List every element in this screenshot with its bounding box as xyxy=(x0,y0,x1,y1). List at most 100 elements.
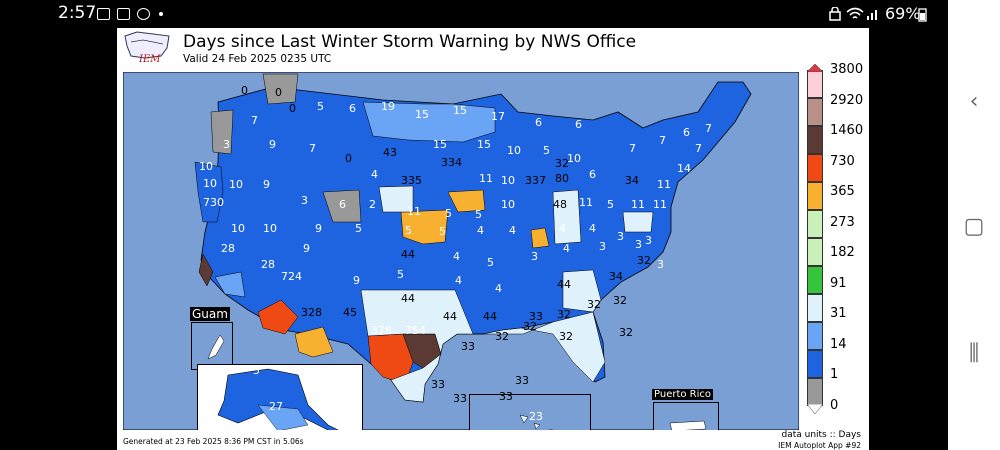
wifi-icon xyxy=(846,7,864,19)
office-value-label: 6 xyxy=(535,116,542,129)
gallery-notification-icon xyxy=(97,8,110,20)
region-730 xyxy=(198,253,214,287)
region-328 xyxy=(294,326,334,358)
colorbar-tick-label: 1 xyxy=(830,367,839,383)
colorbar-tick-label: 730 xyxy=(830,153,855,169)
colorbar-segment xyxy=(807,350,823,378)
colorbar-segment xyxy=(807,266,823,294)
office-value-label: 724 xyxy=(281,270,302,283)
office-value-label: 0 xyxy=(345,152,352,165)
units-footer: data units :: Days xyxy=(781,430,861,440)
office-value-label: 4 xyxy=(371,168,378,181)
map-figure: IEM Days since Last Winter Storm Warning… xyxy=(117,28,869,450)
office-value-label: 15 xyxy=(453,104,467,117)
office-value-label: 10 xyxy=(229,178,243,191)
office-value-label: 4 xyxy=(563,242,570,255)
office-value-label: 33 xyxy=(529,310,543,323)
colorbar-tick-label: 0 xyxy=(830,398,839,413)
back-icon[interactable]: ‹ xyxy=(969,89,979,114)
office-value-label: 33 xyxy=(431,378,445,391)
home-icon[interactable]: ▢ xyxy=(963,214,985,239)
region-31-south xyxy=(360,289,606,403)
office-value-label: 17 xyxy=(491,110,505,123)
office-value-label: 0 xyxy=(275,86,282,99)
office-value-label: 34 xyxy=(609,270,623,283)
office-value-label: 5 xyxy=(445,207,452,220)
office-value-label: 33 xyxy=(453,392,467,405)
colorbar-tick-label: 14 xyxy=(830,336,847,352)
office-value-label: 10 xyxy=(567,152,581,165)
map-svg xyxy=(123,72,799,430)
office-value-label: 378 xyxy=(371,324,392,337)
region-31-dakota xyxy=(378,185,414,213)
office-value-label: 3 xyxy=(657,258,664,271)
office-value-label: 10 xyxy=(501,174,515,187)
office-value-label: 32 xyxy=(619,326,633,339)
more-notifications-icon xyxy=(159,12,163,16)
wa-or-coast xyxy=(194,161,224,223)
office-value-label: 10 xyxy=(507,144,521,157)
guam-label: Guam xyxy=(190,307,230,321)
office-value-label: 80 xyxy=(555,172,569,185)
status-bar: 2:57 69% xyxy=(0,0,1000,28)
office-value-label: 10 xyxy=(199,160,213,173)
office-value-label: 2 xyxy=(369,198,376,211)
colorbar-segment xyxy=(807,322,823,350)
map-canvas[interactable]: Guam Puerto Rico 0 0 0 7 5 6 19 15 15 17 6 6 3 9 7 0 43 1… xyxy=(123,72,799,430)
region-31-mi xyxy=(552,189,582,245)
office-value-label: 28 xyxy=(221,242,235,255)
office-value-label: 32 xyxy=(523,320,537,333)
office-value-label: 15 xyxy=(415,108,429,121)
region-337 xyxy=(530,227,550,249)
office-value-label: 15 xyxy=(477,138,491,151)
region-0-nw xyxy=(262,73,299,105)
alaska-shape xyxy=(217,368,339,430)
office-value-label: 4 xyxy=(559,222,566,235)
office-value-label: 34 xyxy=(625,174,639,187)
office-value-label: 10 xyxy=(263,222,277,235)
office-value-label: 9 xyxy=(353,274,360,287)
logo-text: IEM xyxy=(138,54,161,64)
navigation-bar: ‹ ▢ ⫼ xyxy=(948,0,1000,450)
office-value-label: 0 xyxy=(241,84,248,97)
battery-icon xyxy=(918,8,927,22)
map-subtitle: Valid 24 Feb 2025 0235 UTC xyxy=(183,53,332,65)
guam-island xyxy=(207,334,225,360)
colorbar-tick-label: 182 xyxy=(830,245,855,261)
office-value-label: 44 xyxy=(483,310,497,323)
office-value-label: 9 xyxy=(263,178,270,191)
office-value-label: 5 xyxy=(405,224,412,237)
colorbar-segments xyxy=(807,70,823,406)
office-value-label: 7 xyxy=(659,134,666,147)
office-value-label: 44 xyxy=(401,292,415,305)
region-334 xyxy=(447,189,486,213)
office-value-label: 6 xyxy=(683,126,690,139)
office-value-label: 7 xyxy=(695,142,702,155)
recents-icon[interactable]: ⫼ xyxy=(968,341,980,366)
office-value-label: 730 xyxy=(203,196,224,209)
colorbar-segment xyxy=(807,70,823,98)
app-footer: IEM Autoplot App #92 xyxy=(778,441,861,450)
office-value-label: 7 xyxy=(705,122,712,135)
office-value-label: 5 xyxy=(317,100,324,113)
office-value-label: 32 xyxy=(557,308,571,321)
colorbar-bottom-arrow xyxy=(806,404,824,414)
puerto-rico-inset: Puerto Rico xyxy=(652,389,719,430)
office-value-label: 5 xyxy=(543,144,550,157)
office-value-label: 11 xyxy=(579,196,593,209)
office-value-label: 32 xyxy=(495,330,509,343)
office-value-label: 23 xyxy=(529,410,543,423)
office-value-label: 5 xyxy=(355,222,362,235)
office-value-label: 334 xyxy=(441,156,462,169)
generated-footer: Generated at 23 Feb 2025 8:36 PM CST in … xyxy=(123,437,304,446)
office-value-label: 3 xyxy=(645,234,652,247)
office-value-label: 9 xyxy=(315,222,322,235)
office-value-label: 33 xyxy=(515,374,529,387)
office-value-label: 4 xyxy=(455,274,462,287)
puerto-rico-island xyxy=(669,420,707,430)
colorbar-tick-label: 1460 xyxy=(830,123,864,139)
office-value-label: 6 xyxy=(349,102,356,115)
office-value-label: 44 xyxy=(401,248,415,261)
office-value-label: 337 xyxy=(525,174,546,187)
colorbar-segment xyxy=(807,98,823,126)
